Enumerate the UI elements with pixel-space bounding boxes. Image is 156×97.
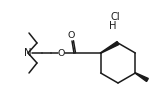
Text: O: O [67, 31, 75, 40]
Polygon shape [135, 73, 148, 81]
Text: O: O [57, 48, 65, 58]
Text: N: N [24, 48, 31, 58]
Text: Cl: Cl [110, 12, 120, 22]
Polygon shape [101, 42, 119, 53]
Text: H: H [109, 21, 117, 31]
